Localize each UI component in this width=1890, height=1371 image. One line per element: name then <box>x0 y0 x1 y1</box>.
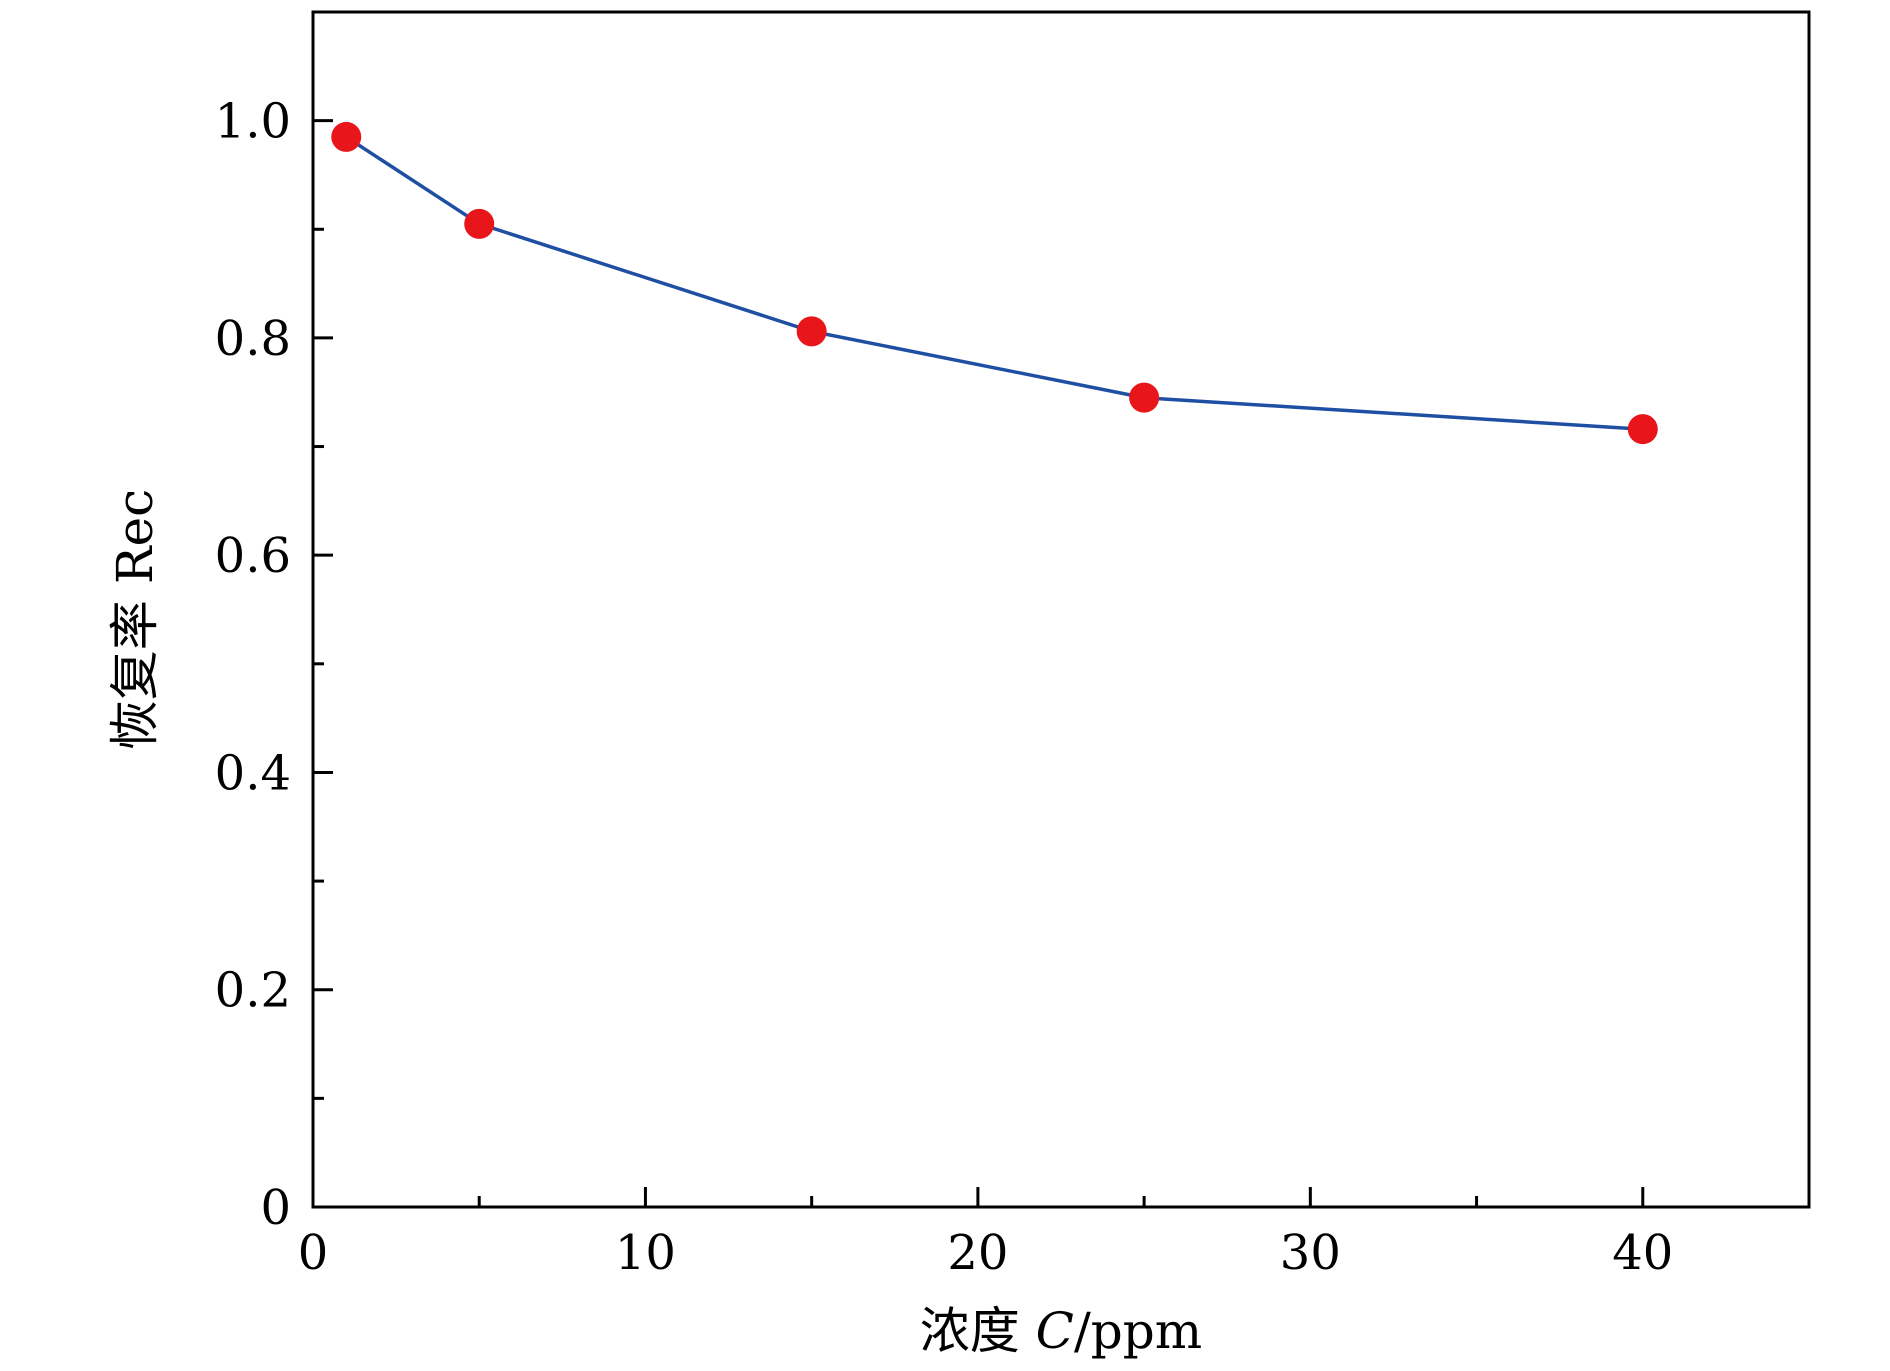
axis-tick-labels: 0 10 20 30 40 0 0.2 0.4 0.6 0.8 1.0 <box>215 94 1674 1281</box>
data-point <box>796 316 827 347</box>
y-tick-label: 0.4 <box>215 745 291 801</box>
x-tick-label: 40 <box>1612 1225 1673 1281</box>
series-points <box>331 121 1658 445</box>
x-tick-label: 20 <box>947 1225 1008 1281</box>
x-tick-label: 0 <box>298 1225 329 1281</box>
data-point <box>331 121 362 152</box>
x-tick-label: 10 <box>615 1225 676 1281</box>
x-axis-title-variable: C <box>1036 1302 1074 1360</box>
axis-ticks <box>311 119 1645 1209</box>
y-tick-label: 0.8 <box>215 311 291 367</box>
y-tick-label: 1.0 <box>215 94 291 150</box>
y-axis-title: 恢复率 Rec <box>106 489 164 750</box>
x-axis-title-unit: /ppm <box>1074 1302 1202 1360</box>
x-axis-title: 浓度 C/ppm <box>920 1302 1202 1360</box>
data-point <box>1627 414 1658 445</box>
y-tick-label: 0.2 <box>215 963 291 1019</box>
data-point <box>1129 382 1160 413</box>
x-tick-label: 30 <box>1280 1225 1341 1281</box>
plot-frame <box>311 10 1811 1209</box>
x-axis-title-main: 浓度 <box>920 1302 1036 1360</box>
y-tick-label: 0 <box>260 1180 291 1236</box>
y-tick-label: 0.6 <box>215 528 291 584</box>
data-point <box>464 208 495 239</box>
